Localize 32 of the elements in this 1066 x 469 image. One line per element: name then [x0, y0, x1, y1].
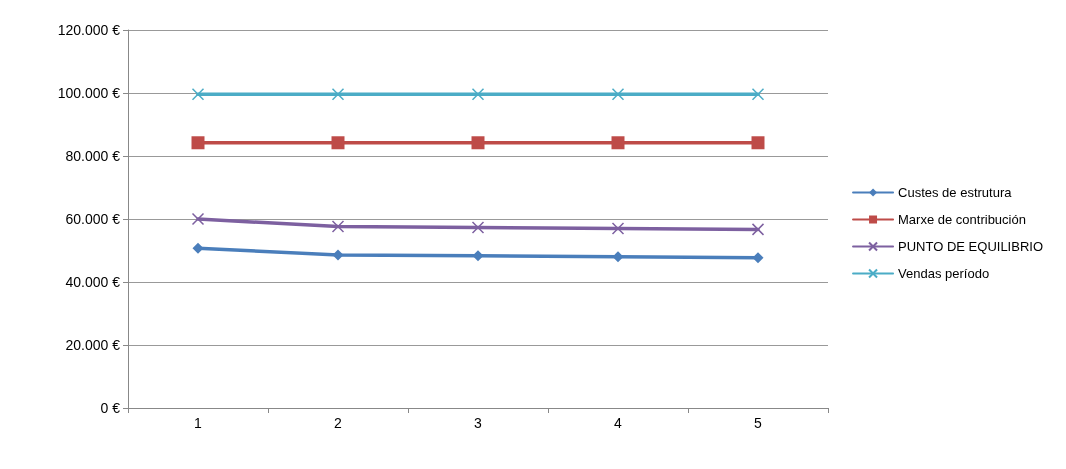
y-tick-label: 60.000 € [65, 211, 121, 227]
x-tick-label: 1 [194, 415, 203, 431]
x-tick-label: 5 [754, 415, 763, 431]
y-tick-label: 40.000 € [65, 274, 121, 290]
point [331, 220, 345, 233]
point [191, 136, 205, 150]
y-tick-label: 80.000 € [65, 148, 121, 164]
point [332, 249, 344, 261]
legend-label: Custes de estrutura [898, 185, 1013, 200]
point [751, 88, 765, 101]
point [191, 212, 205, 226]
point [611, 88, 625, 101]
legend-label: Marxe de contribución [898, 212, 1026, 227]
x-tick-label: 4 [614, 415, 623, 431]
point [611, 222, 625, 235]
y-tick-label: 0 € [100, 400, 121, 416]
y-tick-label: 20.000 € [65, 337, 121, 353]
x-tick-label: 2 [334, 415, 343, 431]
point [471, 136, 485, 150]
x-tick-label: 3 [474, 415, 483, 431]
point [751, 136, 765, 150]
legend-label: PUNTO DE EQUILIBRIO [898, 239, 1044, 254]
point [331, 88, 345, 101]
y-tick-label: 120.000 € [57, 22, 121, 38]
point [471, 221, 485, 234]
legend-label: Vendas período [898, 266, 990, 281]
point [191, 88, 205, 101]
point [611, 136, 625, 150]
y-tick-label: 100.000 € [57, 85, 121, 101]
point [471, 88, 485, 101]
point [751, 223, 765, 236]
point [331, 136, 345, 150]
